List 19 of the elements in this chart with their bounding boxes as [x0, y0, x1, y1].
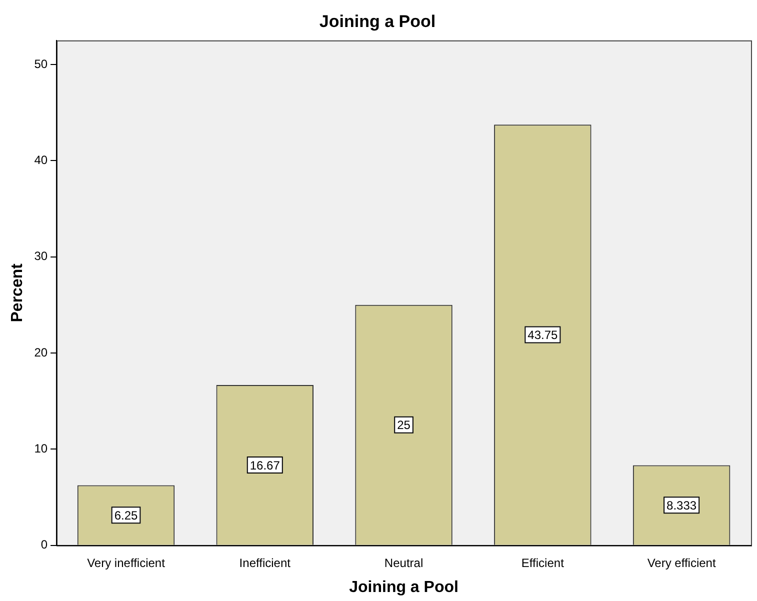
data-label: 43.75	[528, 328, 558, 342]
y-tick-label: 10	[34, 442, 48, 456]
data-label: 16.67	[250, 458, 280, 472]
y-tick-label: 30	[34, 249, 48, 264]
x-tick-label: Neutral	[384, 556, 424, 570]
y-axis-title: Percent	[9, 262, 26, 322]
data-label: 25	[397, 418, 411, 432]
x-tick-label: Very inefficient	[87, 556, 166, 570]
y-tick-label: 0	[40, 538, 48, 552]
y-tick-label: 40	[34, 152, 48, 167]
x-axis-title: Joining a Pool	[349, 578, 458, 596]
y-tick-label: 20	[34, 345, 48, 360]
data-label: 8.333	[666, 498, 697, 512]
x-tick-label: Very efficient	[647, 556, 716, 570]
data-label: 6.25	[114, 508, 138, 522]
chart-title: Joining a Pool	[319, 12, 436, 31]
y-tick-label: 50	[34, 56, 48, 71]
x-tick-label: Inefficient	[239, 556, 292, 570]
x-tick-label: Efficient	[521, 556, 565, 570]
